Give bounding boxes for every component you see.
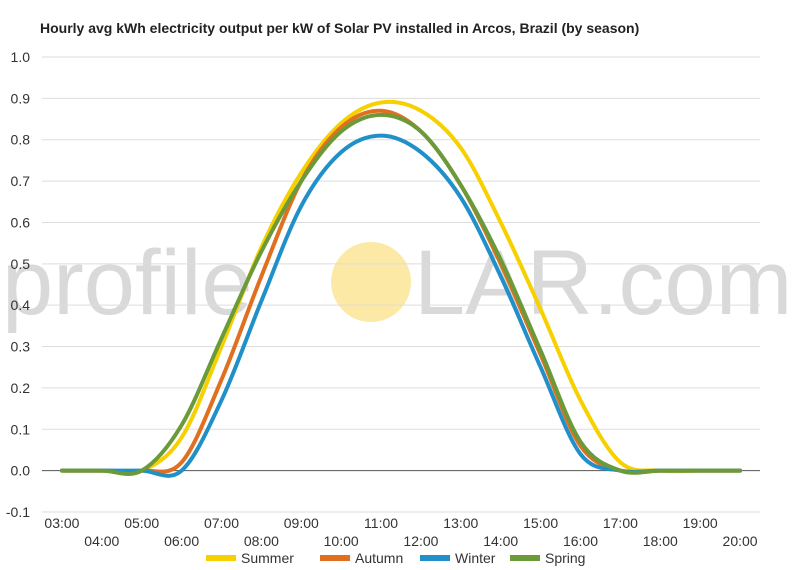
watermark-text-right: LAR.com xyxy=(414,232,792,334)
y-tick-label: 0.2 xyxy=(11,380,31,396)
legend-label: Winter xyxy=(455,550,496,566)
y-tick-label: 0.9 xyxy=(11,90,31,106)
legend-label: Autumn xyxy=(355,550,403,566)
x-axis-ticks: 03:00 05:00 07:00 09:00 11:00 13:00 15:00 17:00… xyxy=(44,515,757,549)
x-tick-label: 19:00 xyxy=(683,515,718,531)
y-tick-label: 0.6 xyxy=(11,214,31,230)
x-tick-label: 20:00 xyxy=(723,533,758,549)
x-tick-label: 08:00 xyxy=(244,533,279,549)
y-tick-label: 0.7 xyxy=(11,173,31,189)
legend-label: Spring xyxy=(545,550,585,566)
y-tick-label: 0.8 xyxy=(11,132,31,148)
series-lines xyxy=(59,99,743,478)
x-tick-label: 18:00 xyxy=(643,533,678,549)
watermark: profile LAR.com xyxy=(2,232,792,334)
x-tick-label: 04:00 xyxy=(84,533,119,549)
y-tick-label: 0.0 xyxy=(11,463,31,479)
x-tick-label: 16:00 xyxy=(563,533,598,549)
chart-title: Hourly avg kWh electricity output per kW… xyxy=(40,20,639,36)
series-line-summer xyxy=(59,99,743,476)
y-tick-label: 0.3 xyxy=(11,339,31,355)
x-tick-label: 10:00 xyxy=(324,533,359,549)
y-tick-label: -0.1 xyxy=(6,504,30,520)
watermark-sun-icon xyxy=(331,242,411,322)
x-tick-label: 17:00 xyxy=(603,515,638,531)
x-tick-label: 13:00 xyxy=(443,515,478,531)
x-tick-label: 07:00 xyxy=(204,515,239,531)
legend-label: Summer xyxy=(241,550,294,566)
y-tick-label: 0.5 xyxy=(11,256,31,272)
y-tick-label: 0.4 xyxy=(11,297,31,313)
y-tick-label: 1.0 xyxy=(11,49,31,65)
x-tick-label: 15:00 xyxy=(523,515,558,531)
x-tick-label: 03:00 xyxy=(44,515,79,531)
x-tick-label: 09:00 xyxy=(284,515,319,531)
x-tick-label: 05:00 xyxy=(124,515,159,531)
x-tick-label: 11:00 xyxy=(364,515,398,531)
y-axis-ticks: 1.0 0.9 0.8 0.7 0.6 0.5 0.4 0.3 0.2 0.1 0.0 -0.1 xyxy=(6,49,30,520)
legend: Summer Autumn Winter Spring xyxy=(206,550,585,566)
series-line-spring xyxy=(59,112,743,476)
x-tick-label: 12:00 xyxy=(403,533,438,549)
x-tick-label: 06:00 xyxy=(164,533,199,549)
x-tick-label: 14:00 xyxy=(483,533,518,549)
watermark-text-left: profile xyxy=(2,232,253,334)
y-tick-label: 0.1 xyxy=(11,421,31,437)
